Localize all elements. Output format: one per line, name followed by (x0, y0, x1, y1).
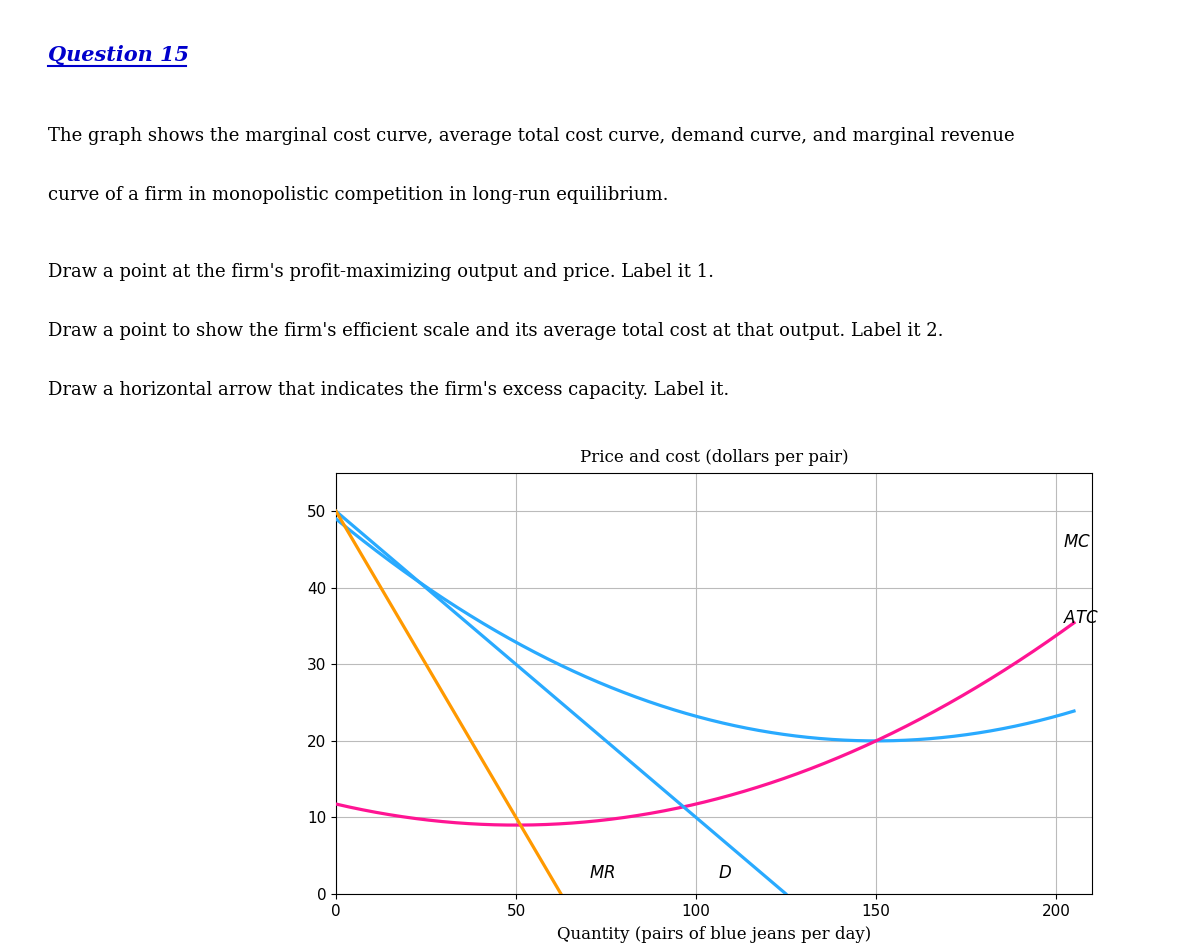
Text: $MC$: $MC$ (1063, 533, 1091, 551)
Text: $D$: $D$ (718, 865, 732, 883)
Text: Draw a point to show the firm's efficient scale and its average total cost at th: Draw a point to show the firm's efficien… (48, 323, 943, 341)
Title: Price and cost (dollars per pair): Price and cost (dollars per pair) (580, 449, 848, 465)
X-axis label: Quantity (pairs of blue jeans per day): Quantity (pairs of blue jeans per day) (557, 925, 871, 942)
Text: Draw a point at the firm's profit-maximizing output and price. Label it 1.: Draw a point at the firm's profit-maximi… (48, 263, 714, 281)
Text: curve of a firm in monopolistic competition in long-run equilibrium.: curve of a firm in monopolistic competit… (48, 186, 668, 204)
Text: $MR$: $MR$ (589, 865, 616, 883)
Text: The graph shows the marginal cost curve, average total cost curve, demand curve,: The graph shows the marginal cost curve,… (48, 127, 1015, 145)
Text: Draw a horizontal arrow that indicates the firm's excess capacity. Label it.: Draw a horizontal arrow that indicates t… (48, 381, 730, 399)
Text: Question 15: Question 15 (48, 45, 190, 65)
Text: $ATC$: $ATC$ (1063, 609, 1099, 627)
